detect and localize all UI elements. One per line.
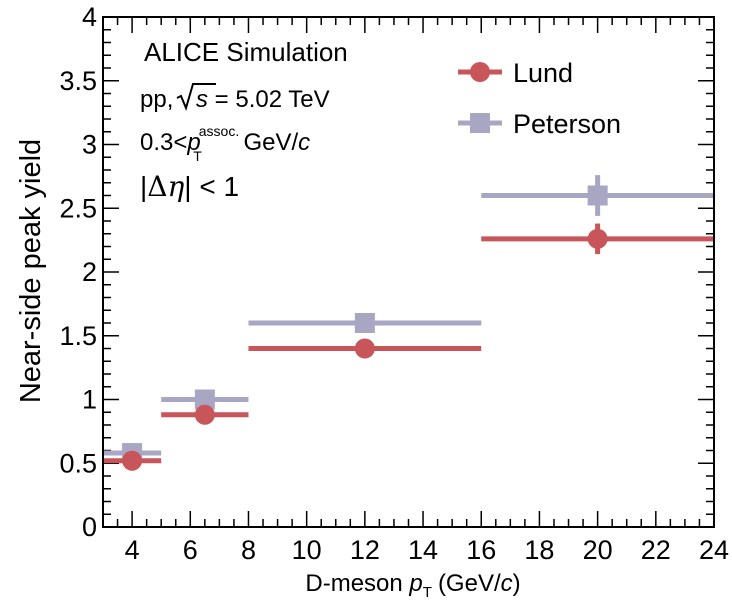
y-tick-label: 3.5 <box>59 66 97 96</box>
x-tick-label: 20 <box>583 535 613 565</box>
data-point <box>588 229 608 249</box>
x-tick-label: 22 <box>641 535 671 565</box>
data-point <box>588 186 608 206</box>
annotation-title: ALICE Simulation <box>144 37 348 67</box>
y-tick-label: 2 <box>82 257 97 287</box>
x-tick-label: 12 <box>350 535 380 565</box>
data-point <box>355 339 375 359</box>
y-tick-label: 1.5 <box>59 321 97 351</box>
y-tick-label: 4 <box>82 2 97 32</box>
x-tick-label: 4 <box>125 535 140 565</box>
y-tick-label: 0.5 <box>59 448 97 478</box>
x-tick-label: 8 <box>241 535 256 565</box>
legend-label-lund: Lund <box>513 58 573 88</box>
x-tick-label: 16 <box>466 535 496 565</box>
x-tick-label: 24 <box>699 535 729 565</box>
x-tick-label: 6 <box>183 535 198 565</box>
x-tick-label: 10 <box>292 535 322 565</box>
data-point <box>122 451 142 471</box>
legend-label-peterson: Peterson <box>513 109 621 139</box>
y-tick-label: 1 <box>82 385 97 415</box>
x-tick-label: 14 <box>408 535 438 565</box>
annotation-eta: |Δη| < 1 <box>140 170 239 203</box>
y-tick-label: 3 <box>82 130 97 160</box>
x-axis-title: D-meson pT (GeV/c) <box>305 570 520 601</box>
svg-text:pp,: pp, <box>140 86 173 113</box>
y-axis-title: Near-side peak yield <box>15 139 47 403</box>
y-tick-label: 0 <box>82 512 97 542</box>
x-tick-label: 18 <box>524 535 554 565</box>
annotation-energy: pp, s = 5.02 TeV <box>140 84 330 113</box>
y-tick-label: 2.5 <box>59 193 97 223</box>
data-point <box>195 405 215 425</box>
svg-text:s = 5.02 TeV: s = 5.02 TeV <box>196 86 330 113</box>
data-point <box>355 313 375 333</box>
